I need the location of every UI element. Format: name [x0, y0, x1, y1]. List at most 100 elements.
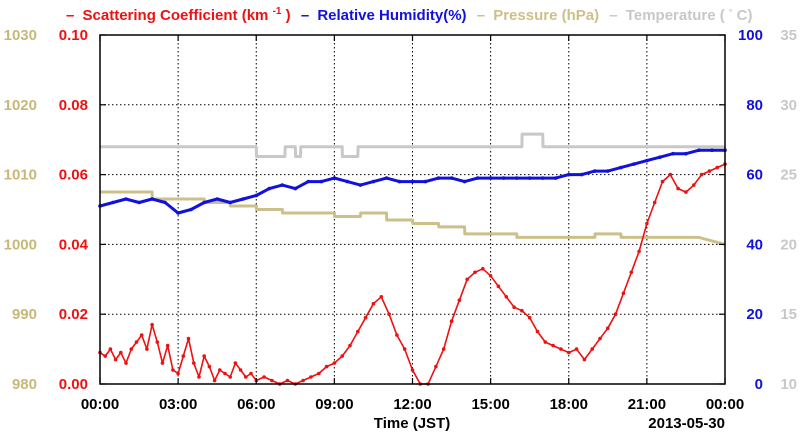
data-point-scattering-coefficient: [202, 354, 206, 358]
data-point-relative-humidity: [137, 200, 141, 205]
data-point-scattering-coefficient: [449, 319, 454, 324]
data-point-scattering-coefficient: [410, 368, 415, 372]
data-point-scattering-coefficient: [535, 329, 540, 334]
data-point-scattering-coefficient: [171, 368, 175, 372]
legend-label-scattering: Scattering Coefficient (km: [83, 7, 269, 24]
x-axis-label: Time (JST): [374, 415, 450, 432]
data-point-scattering-coefficient: [613, 312, 618, 317]
y-tick-label-pressure: 1000: [4, 236, 37, 253]
grid: [100, 35, 725, 384]
data-point-scattering-coefficient: [637, 249, 641, 254]
data-point-scattering-coefficient: [155, 340, 160, 344]
y-tick-label-temperature: 30: [780, 97, 797, 114]
data-point-scattering-coefficient: [371, 301, 376, 306]
data-point-relative-humidity: [124, 197, 128, 201]
data-point-relative-humidity: [215, 197, 219, 201]
data-point-scattering-coefficient: [652, 200, 657, 205]
data-point-relative-humidity: [189, 207, 193, 212]
data-point-relative-humidity: [710, 148, 714, 152]
data-point-relative-humidity: [254, 193, 259, 198]
data-point-scattering-coefficient: [699, 172, 704, 177]
data-point-relative-humidity: [658, 155, 662, 159]
data-point-scattering-coefficient: [301, 378, 305, 383]
data-point-relative-humidity: [423, 179, 428, 184]
data-point-relative-humidity: [410, 179, 415, 184]
data-point-relative-humidity: [397, 179, 402, 184]
data-point-scattering-coefficient: [395, 333, 399, 337]
data-point-relative-humidity: [697, 148, 701, 152]
data-point-scattering-coefficient: [465, 277, 470, 282]
data-point-scattering-coefficient: [108, 347, 113, 351]
x-tick-label: 18:00: [550, 396, 588, 413]
data-point-relative-humidity: [514, 176, 519, 180]
data-point-scattering-coefficient: [567, 350, 571, 355]
data-point-relative-humidity: [384, 176, 389, 180]
legend-close-scattering: ): [286, 7, 291, 24]
data-point-scattering-coefficient: [527, 315, 532, 320]
data-point-scattering-coefficient: [186, 336, 191, 341]
data-point-scattering-coefficient: [402, 347, 407, 351]
data-point-scattering-coefficient: [160, 361, 165, 365]
x-tick-label: 00:00: [706, 396, 744, 413]
legend-dash-humidity: –: [301, 7, 309, 24]
data-point-scattering-coefficient: [145, 347, 149, 351]
data-point-scattering-coefficient: [363, 315, 368, 320]
data-point-relative-humidity: [319, 179, 324, 184]
data-point-scattering-coefficient: [551, 343, 555, 348]
data-point-relative-humidity: [306, 179, 311, 184]
data-point-scattering-coefficient: [434, 364, 438, 369]
x-tick-label: 15:00: [471, 396, 509, 413]
data-point-scattering-coefficient: [212, 378, 217, 383]
y-tick-label-humidity: 0: [755, 376, 763, 393]
legend-degree-temperature: °: [729, 7, 733, 17]
data-point-relative-humidity: [671, 151, 675, 156]
data-point-scattering-coefficient: [512, 305, 516, 310]
data-point-relative-humidity: [332, 176, 337, 180]
date-label: 2013-05-30: [648, 415, 725, 432]
data-point-scattering-coefficient: [197, 375, 201, 379]
legend-close-temperature: C): [737, 7, 753, 24]
data-point-relative-humidity: [345, 179, 350, 184]
data-point-relative-humidity: [150, 197, 154, 201]
data-point-scattering-coefficient: [285, 378, 290, 383]
y-tick-label-scattering: 0.00: [59, 376, 88, 393]
data-point-scattering-coefficient: [692, 183, 696, 187]
data-point-scattering-coefficient: [379, 295, 384, 299]
y-tick-label-humidity: 100: [738, 27, 763, 44]
data-point-scattering-coefficient: [119, 350, 123, 355]
data-point-relative-humidity: [228, 200, 232, 205]
legend-label-temperature: Temperature (: [626, 7, 725, 24]
data-point-relative-humidity: [567, 172, 571, 177]
data-point-scattering-coefficient: [504, 295, 509, 299]
data-point-scattering-coefficient: [324, 364, 329, 369]
legend-dash-pressure: –: [477, 7, 485, 24]
y-tick-label-scattering: 0.02: [59, 306, 88, 323]
data-point-scattering-coefficient: [332, 361, 337, 365]
data-point-scattering-coefficient: [387, 312, 391, 317]
data-point-relative-humidity: [202, 200, 206, 205]
data-point-relative-humidity: [449, 176, 454, 180]
data-point-relative-humidity: [527, 176, 532, 180]
data-point-relative-humidity: [280, 183, 285, 187]
data-point-relative-humidity: [176, 211, 180, 215]
data-point-relative-humidity: [267, 186, 272, 191]
data-point-scattering-coefficient: [249, 371, 253, 376]
legend-dash-temperature: –: [609, 7, 617, 24]
series-line-temperature: [100, 132, 725, 158]
data-point-scattering-coefficient: [481, 267, 485, 271]
data-point-scattering-coefficient: [441, 347, 446, 351]
data-point-scattering-coefficient: [129, 347, 134, 351]
y-tick-label-humidity: 80: [746, 97, 763, 114]
data-point-scattering-coefficient: [124, 361, 128, 365]
data-point-scattering-coefficient: [606, 326, 610, 331]
data-point-relative-humidity: [163, 200, 167, 205]
y-tick-label-humidity: 60: [746, 167, 763, 184]
y-tick-label-pressure: 990: [12, 306, 37, 323]
data-point-scattering-coefficient: [270, 378, 274, 383]
y-tick-label-scattering: 0.08: [59, 97, 88, 114]
x-tick-label: 12:00: [393, 396, 431, 413]
y-tick-label-humidity: 40: [746, 236, 763, 253]
data-point-scattering-coefficient: [103, 354, 107, 358]
data-point-scattering-coefficient: [645, 221, 649, 226]
